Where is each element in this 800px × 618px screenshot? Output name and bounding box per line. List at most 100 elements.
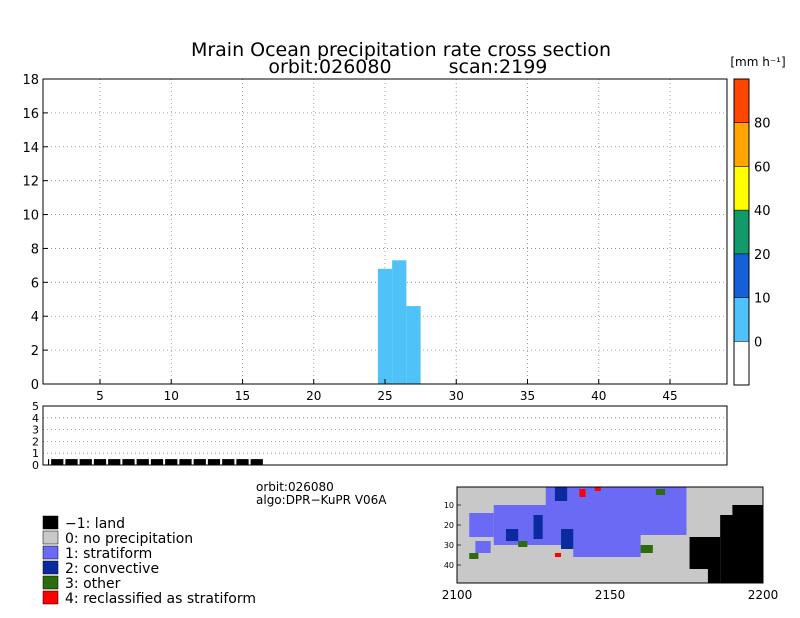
- swath-map-xtick-label: 2100: [442, 588, 473, 602]
- swath-map-cell: [594, 487, 601, 491]
- swath-map-cell: [518, 541, 528, 547]
- swath-map-cell: [707, 569, 721, 583]
- strip-bar: [122, 459, 135, 465]
- colorbar-frame: [733, 78, 750, 386]
- colorbar: [mm h⁻¹] 0 10 20 40 60 80: [730, 55, 786, 386]
- legend-swatch: [42, 530, 59, 545]
- colorbar-tick-label: 80: [754, 117, 771, 132]
- swath-map-axes: 2100 2150 2200 10 20 30 40: [442, 501, 779, 602]
- swath-map-xtick-label: 2150: [595, 588, 626, 602]
- main-ytick-label: 16: [22, 107, 39, 122]
- legend-label: 3: other: [65, 576, 121, 592]
- chart-subtitle-scan: scan:2199: [449, 56, 548, 78]
- strip-plot-frame: [42, 405, 728, 466]
- swath-map-cell: [469, 513, 494, 537]
- swath-map-cell: [561, 529, 574, 549]
- swath-map-cell: [505, 529, 519, 541]
- main-bar: [377, 268, 393, 384]
- strip-bar: [51, 459, 64, 465]
- colorbar-bin: [734, 79, 749, 123]
- strip-ytick-label: 5: [32, 400, 39, 413]
- colorbar-bin: [734, 297, 749, 342]
- main-ytick-label: 2: [31, 344, 39, 359]
- legend-swatch: [42, 590, 59, 605]
- main-xtick-label: 35: [520, 389, 535, 403]
- main-bar: [406, 306, 421, 384]
- colorbar-tick-label: 10: [754, 292, 771, 307]
- main-ytick-label: 6: [31, 276, 39, 291]
- strip-ytick-label: 2: [32, 435, 39, 448]
- main-xtick-label: 40: [591, 389, 606, 403]
- main-xtick-label: 45: [662, 389, 677, 403]
- swath-map-ytick-label: 30: [444, 541, 454, 550]
- colorbar-bin: [734, 166, 749, 211]
- colorbar-tick-label: 40: [754, 204, 771, 219]
- strip-bar: [65, 459, 78, 465]
- strip-ytick-label: 4: [32, 412, 39, 425]
- strip-ytick-label: 0: [32, 459, 39, 472]
- main-xtick-label: 25: [377, 389, 392, 403]
- colorbar-bin: [734, 122, 749, 167]
- swath-map-cell: [533, 515, 543, 539]
- swath-map-cell: [732, 505, 763, 515]
- colorbar-tick-label: 60: [754, 160, 771, 175]
- colorbar-bin: [734, 253, 749, 298]
- strip-bar: [222, 459, 235, 465]
- main-ytick-label: 10: [22, 209, 39, 224]
- strip-bar: [179, 459, 192, 465]
- info-algo: algo:DPR−KuPR V06A: [256, 493, 387, 507]
- swath-map-ytick-label: 20: [444, 521, 454, 530]
- strip-ytick-label: 1: [32, 447, 39, 460]
- main-bars: [377, 260, 421, 384]
- swath-map-cell: [475, 541, 491, 553]
- strip-bar: [236, 459, 249, 465]
- legend-label: 2: convective: [65, 561, 159, 577]
- swath-map-cells: [469, 487, 763, 583]
- info-orbit: orbit:026080: [256, 480, 334, 494]
- main-xtick-label: 30: [449, 389, 464, 403]
- main-ytick-label: 12: [22, 175, 39, 190]
- main-axes: 0 2 4 6 8 10 12 14 16 18 5 10 15 20 25 30 35 40 45: [22, 73, 677, 403]
- main-xtick-label: 15: [235, 389, 250, 403]
- legend-label: 1: stratiform: [65, 546, 152, 562]
- strip-grid: [43, 417, 727, 454]
- swath-map: 2100 2150 2200 10 20 30 40: [442, 486, 779, 602]
- main-xtick-label: 10: [164, 389, 179, 403]
- strip-ytick-label: 3: [32, 424, 39, 437]
- legend-swatch: [42, 575, 59, 590]
- legend-label: −1: land: [65, 516, 125, 532]
- swath-map-cell: [469, 553, 479, 559]
- colorbar-bin: [734, 210, 749, 254]
- chart-title: Mrain Ocean precipitation rate cross sec…: [191, 39, 611, 61]
- strip-bar: [93, 459, 107, 465]
- swath-map-frame: [456, 486, 764, 584]
- strip-bar: [136, 459, 149, 465]
- strip-bar: [79, 459, 92, 465]
- main-xtick-label: 5: [96, 389, 104, 403]
- swath-map-cell: [573, 535, 641, 557]
- strip-bar: [165, 459, 178, 465]
- swath-map-cell: [689, 537, 721, 569]
- strip-bar: [207, 459, 221, 465]
- colorbar-bins: [734, 79, 749, 385]
- colorbar-bin: [734, 341, 749, 385]
- colorbar-ticks: 0 10 20 40 60 80: [734, 117, 771, 350]
- legend-swatch: [42, 515, 59, 530]
- main-ytick-label: 18: [22, 73, 39, 88]
- legend-label: 4: reclassified as stratiform: [65, 591, 256, 607]
- swath-map-xtick-label: 2200: [748, 588, 779, 602]
- colorbar-unit-label: [mm h⁻¹]: [730, 55, 785, 69]
- chart-subtitle-orbit: orbit:026080: [268, 56, 391, 78]
- strip-bar: [150, 459, 164, 465]
- colorbar-tick-label: 0: [754, 335, 762, 350]
- main-xtick-label: 20: [306, 389, 321, 403]
- legend-label: 0: no precipitation: [65, 531, 193, 547]
- swath-map-cell: [720, 515, 763, 583]
- swath-map-ytick-label: 10: [444, 501, 454, 510]
- strip-bar: [48, 459, 50, 465]
- strip-bar: [250, 459, 263, 465]
